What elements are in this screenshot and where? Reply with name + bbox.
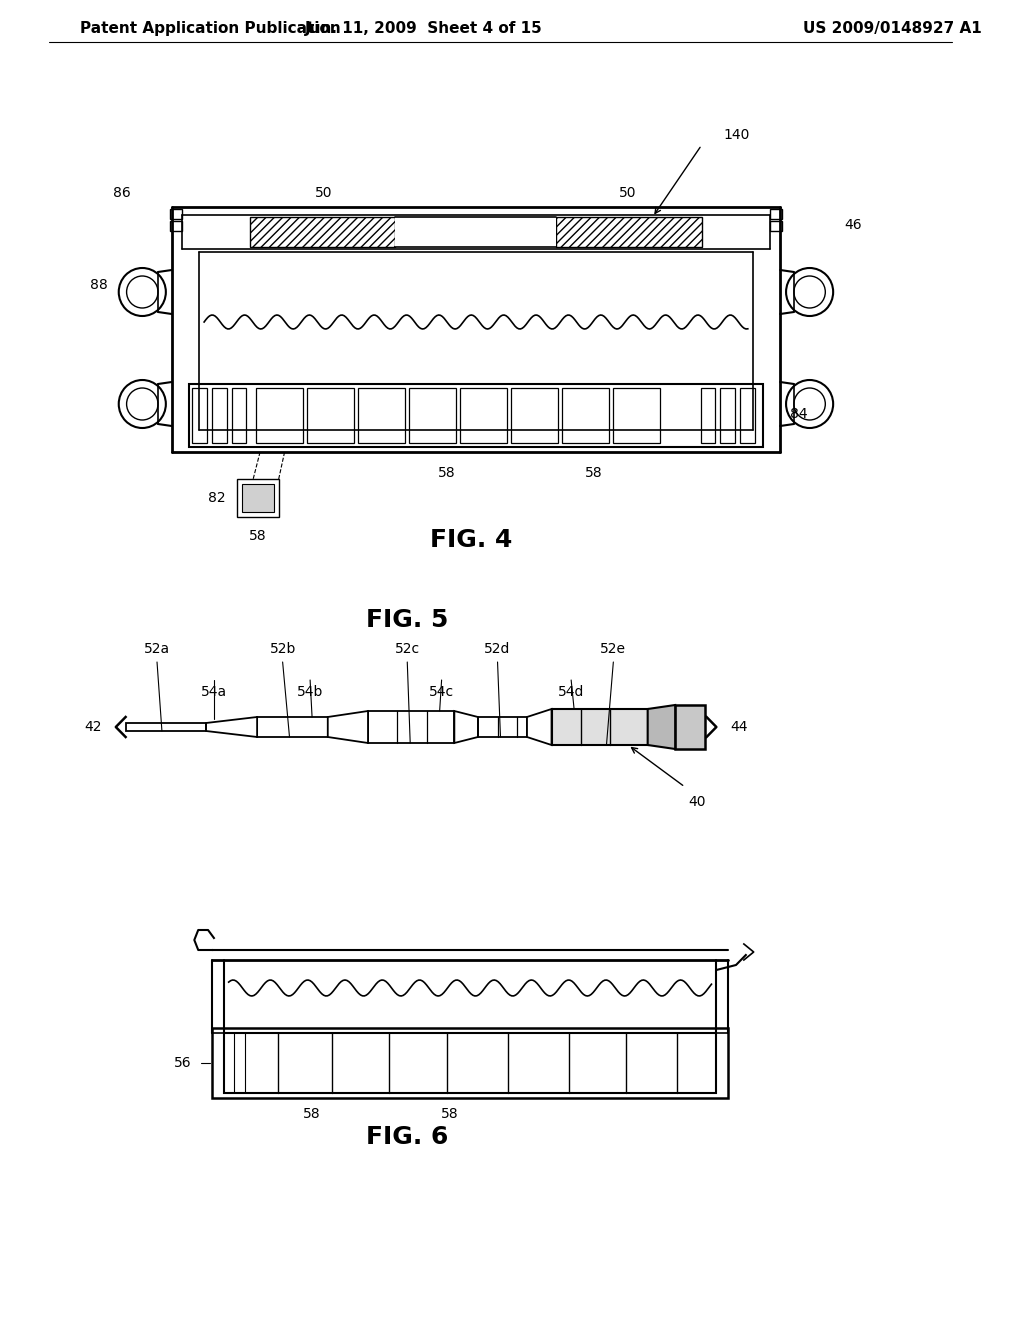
Text: 42: 42 (85, 719, 102, 734)
Bar (238, 479, 279, 517)
Bar (193, 388, 207, 444)
Bar (307, 388, 354, 444)
Text: 40: 40 (688, 795, 706, 809)
Text: 58: 58 (437, 466, 456, 480)
Text: 56: 56 (174, 1056, 191, 1071)
Text: 88: 88 (90, 279, 108, 292)
Text: 50: 50 (620, 186, 637, 201)
Text: 140: 140 (723, 128, 750, 143)
Bar (256, 388, 303, 444)
Bar (720, 388, 735, 444)
Polygon shape (328, 711, 368, 743)
Polygon shape (527, 709, 552, 744)
Text: FIG. 5: FIG. 5 (366, 609, 449, 632)
Text: 86: 86 (113, 186, 130, 201)
Polygon shape (206, 717, 257, 737)
Text: 58: 58 (440, 1107, 459, 1121)
Text: 52e: 52e (600, 642, 627, 656)
Text: 54a: 54a (201, 685, 227, 700)
Text: 52b: 52b (269, 642, 296, 656)
Bar (770, 220, 782, 231)
Bar (224, 1034, 717, 1093)
Bar (770, 209, 782, 219)
Bar (257, 717, 328, 737)
Text: 44: 44 (730, 719, 748, 734)
Bar (675, 705, 705, 748)
Bar (395, 216, 556, 247)
Text: 54b: 54b (297, 685, 324, 700)
Text: 54c: 54c (429, 685, 455, 700)
Text: FIG. 6: FIG. 6 (366, 1125, 449, 1148)
Polygon shape (455, 711, 478, 743)
Bar (170, 220, 181, 231)
Text: US 2009/0148927 A1: US 2009/0148927 A1 (803, 21, 981, 36)
Text: 84: 84 (790, 407, 808, 421)
Text: FIG. 4: FIG. 4 (430, 528, 512, 552)
Text: 46: 46 (844, 218, 861, 232)
Text: 58: 58 (585, 466, 602, 480)
Bar (250, 216, 395, 247)
Bar (562, 388, 609, 444)
Polygon shape (648, 705, 675, 748)
Bar (126, 723, 206, 731)
Bar (231, 388, 247, 444)
Bar (368, 711, 455, 743)
Bar (212, 1028, 728, 1098)
Text: Jun. 11, 2009  Sheet 4 of 15: Jun. 11, 2009 Sheet 4 of 15 (305, 21, 543, 36)
Bar (556, 216, 701, 247)
Text: 54d: 54d (558, 685, 585, 700)
Bar (700, 388, 716, 444)
Bar (740, 388, 755, 444)
Bar (358, 388, 406, 444)
Bar (410, 388, 457, 444)
Text: 50: 50 (315, 186, 333, 201)
Bar (613, 388, 660, 444)
Text: 52c: 52c (394, 642, 420, 656)
Bar (511, 388, 558, 444)
Bar (478, 717, 527, 737)
Text: Patent Application Publication: Patent Application Publication (81, 21, 341, 36)
Bar (552, 709, 648, 744)
Text: 82: 82 (208, 491, 225, 506)
Bar (212, 388, 226, 444)
Bar (460, 388, 507, 444)
Bar (243, 484, 273, 512)
Text: 58: 58 (249, 529, 267, 543)
Text: 52d: 52d (484, 642, 511, 656)
Text: 52a: 52a (144, 642, 170, 656)
Text: 58: 58 (303, 1107, 321, 1121)
Bar (170, 209, 181, 219)
Bar (189, 384, 763, 447)
